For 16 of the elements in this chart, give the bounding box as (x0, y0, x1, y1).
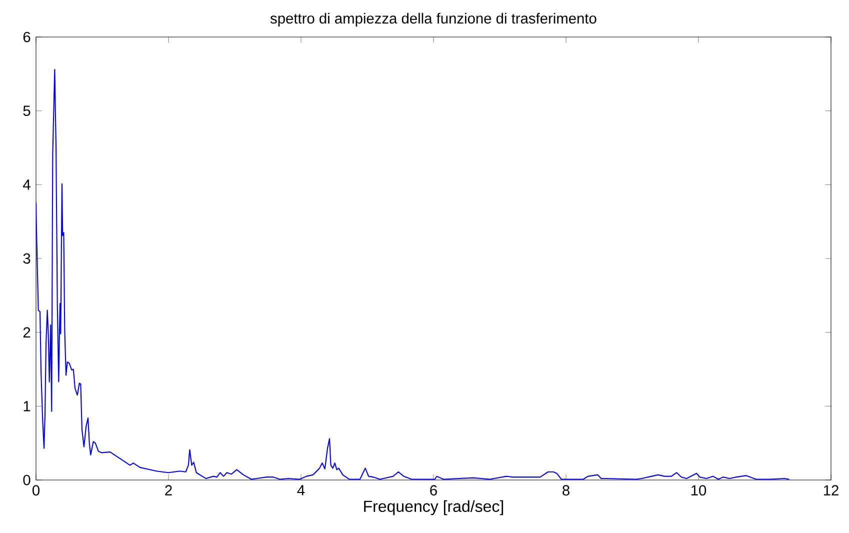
y-tick-label: 0 (23, 474, 30, 486)
y-tick-label: 1 (24, 401, 30, 412)
chart-title: spettro di ampiezza della funzione di trasferimento (270, 12, 596, 27)
x-tick-label: 12 (824, 485, 838, 496)
x-axis-title: Frequency [rad/sec] (364, 500, 504, 516)
y-tick-label: 5 (23, 106, 30, 116)
x-tick-label: 6 (430, 485, 437, 496)
y-tick-label: 4 (23, 180, 30, 190)
x-tick-label: 8 (562, 485, 570, 496)
x-tick-label: 4 (297, 485, 305, 496)
x-tick-label: 0 (32, 485, 40, 496)
x-tick-label: 2 (165, 485, 172, 496)
y-tick-label: 6 (23, 32, 30, 42)
x-tick-label: 10 (691, 485, 706, 496)
y-tick-label: 3 (23, 253, 30, 264)
y-tick-label: 2 (23, 327, 30, 338)
